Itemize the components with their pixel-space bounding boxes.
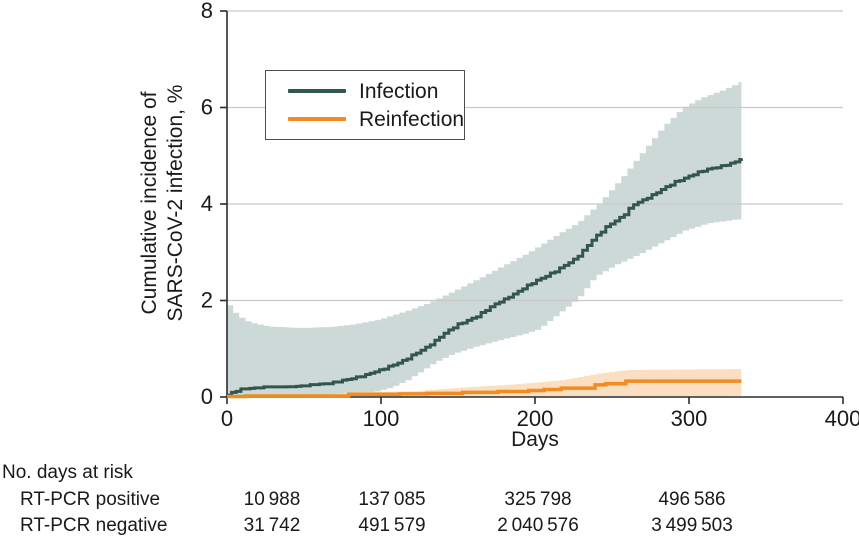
risk-row-label-negative: RT-PCR negative [20,515,168,536]
risk-value: 2 040 576 [497,515,579,536]
risk-value: 3 499 503 [651,515,733,536]
reinfection-confidence-band [227,369,742,397]
y-axis-title-line2: SARS-CoV-2 infection, % [164,84,187,322]
reinfection-line-swatch-icon [288,117,346,121]
infection-confidence-band [227,81,742,396]
risk-value: 325 798 [504,489,572,510]
x-tick-label: 300 [671,406,708,431]
risk-table-title: No. days at risk [2,462,133,483]
risk-value: 491 579 [358,515,426,536]
risk-value: 496 586 [658,489,726,510]
risk-value: 10 988 [243,489,301,510]
x-tick-label: 100 [363,406,400,431]
legend-entry-infection: Infection [288,81,464,102]
y-axis-title: Cumulative incidence of SARS-CoV-2 infec… [137,85,189,322]
risk-row-label-positive: RT-PCR positive [20,489,161,510]
y-tick-label: 0 [201,384,213,409]
y-tick-label: 2 [201,288,213,313]
reinfection-curve [227,379,742,399]
x-tick-label: 200 [517,406,554,431]
x-tick-label: 400 [825,406,859,431]
legend: Infection Reinfection [265,70,465,140]
incidence-chart: 0 2 4 6 8 0 100 200 300 400 [201,0,859,431]
infection-curve [227,158,743,397]
y-tick-label: 4 [201,191,213,216]
infection-line-swatch-icon [288,89,346,93]
y-axis-title-line1: Cumulative incidence of [138,91,161,315]
y-tick-label: 8 [201,0,213,23]
risk-value: 137 085 [358,489,426,510]
x-tick-label: 0 [221,406,233,431]
legend-label-infection: Infection [359,79,439,103]
x-axis-title: Days [511,428,559,451]
legend-entry-reinfection: Reinfection [288,109,464,130]
risk-value: 31 742 [243,515,301,536]
y-tick-label: 6 [201,95,213,120]
legend-label-reinfection: Reinfection [359,107,465,131]
